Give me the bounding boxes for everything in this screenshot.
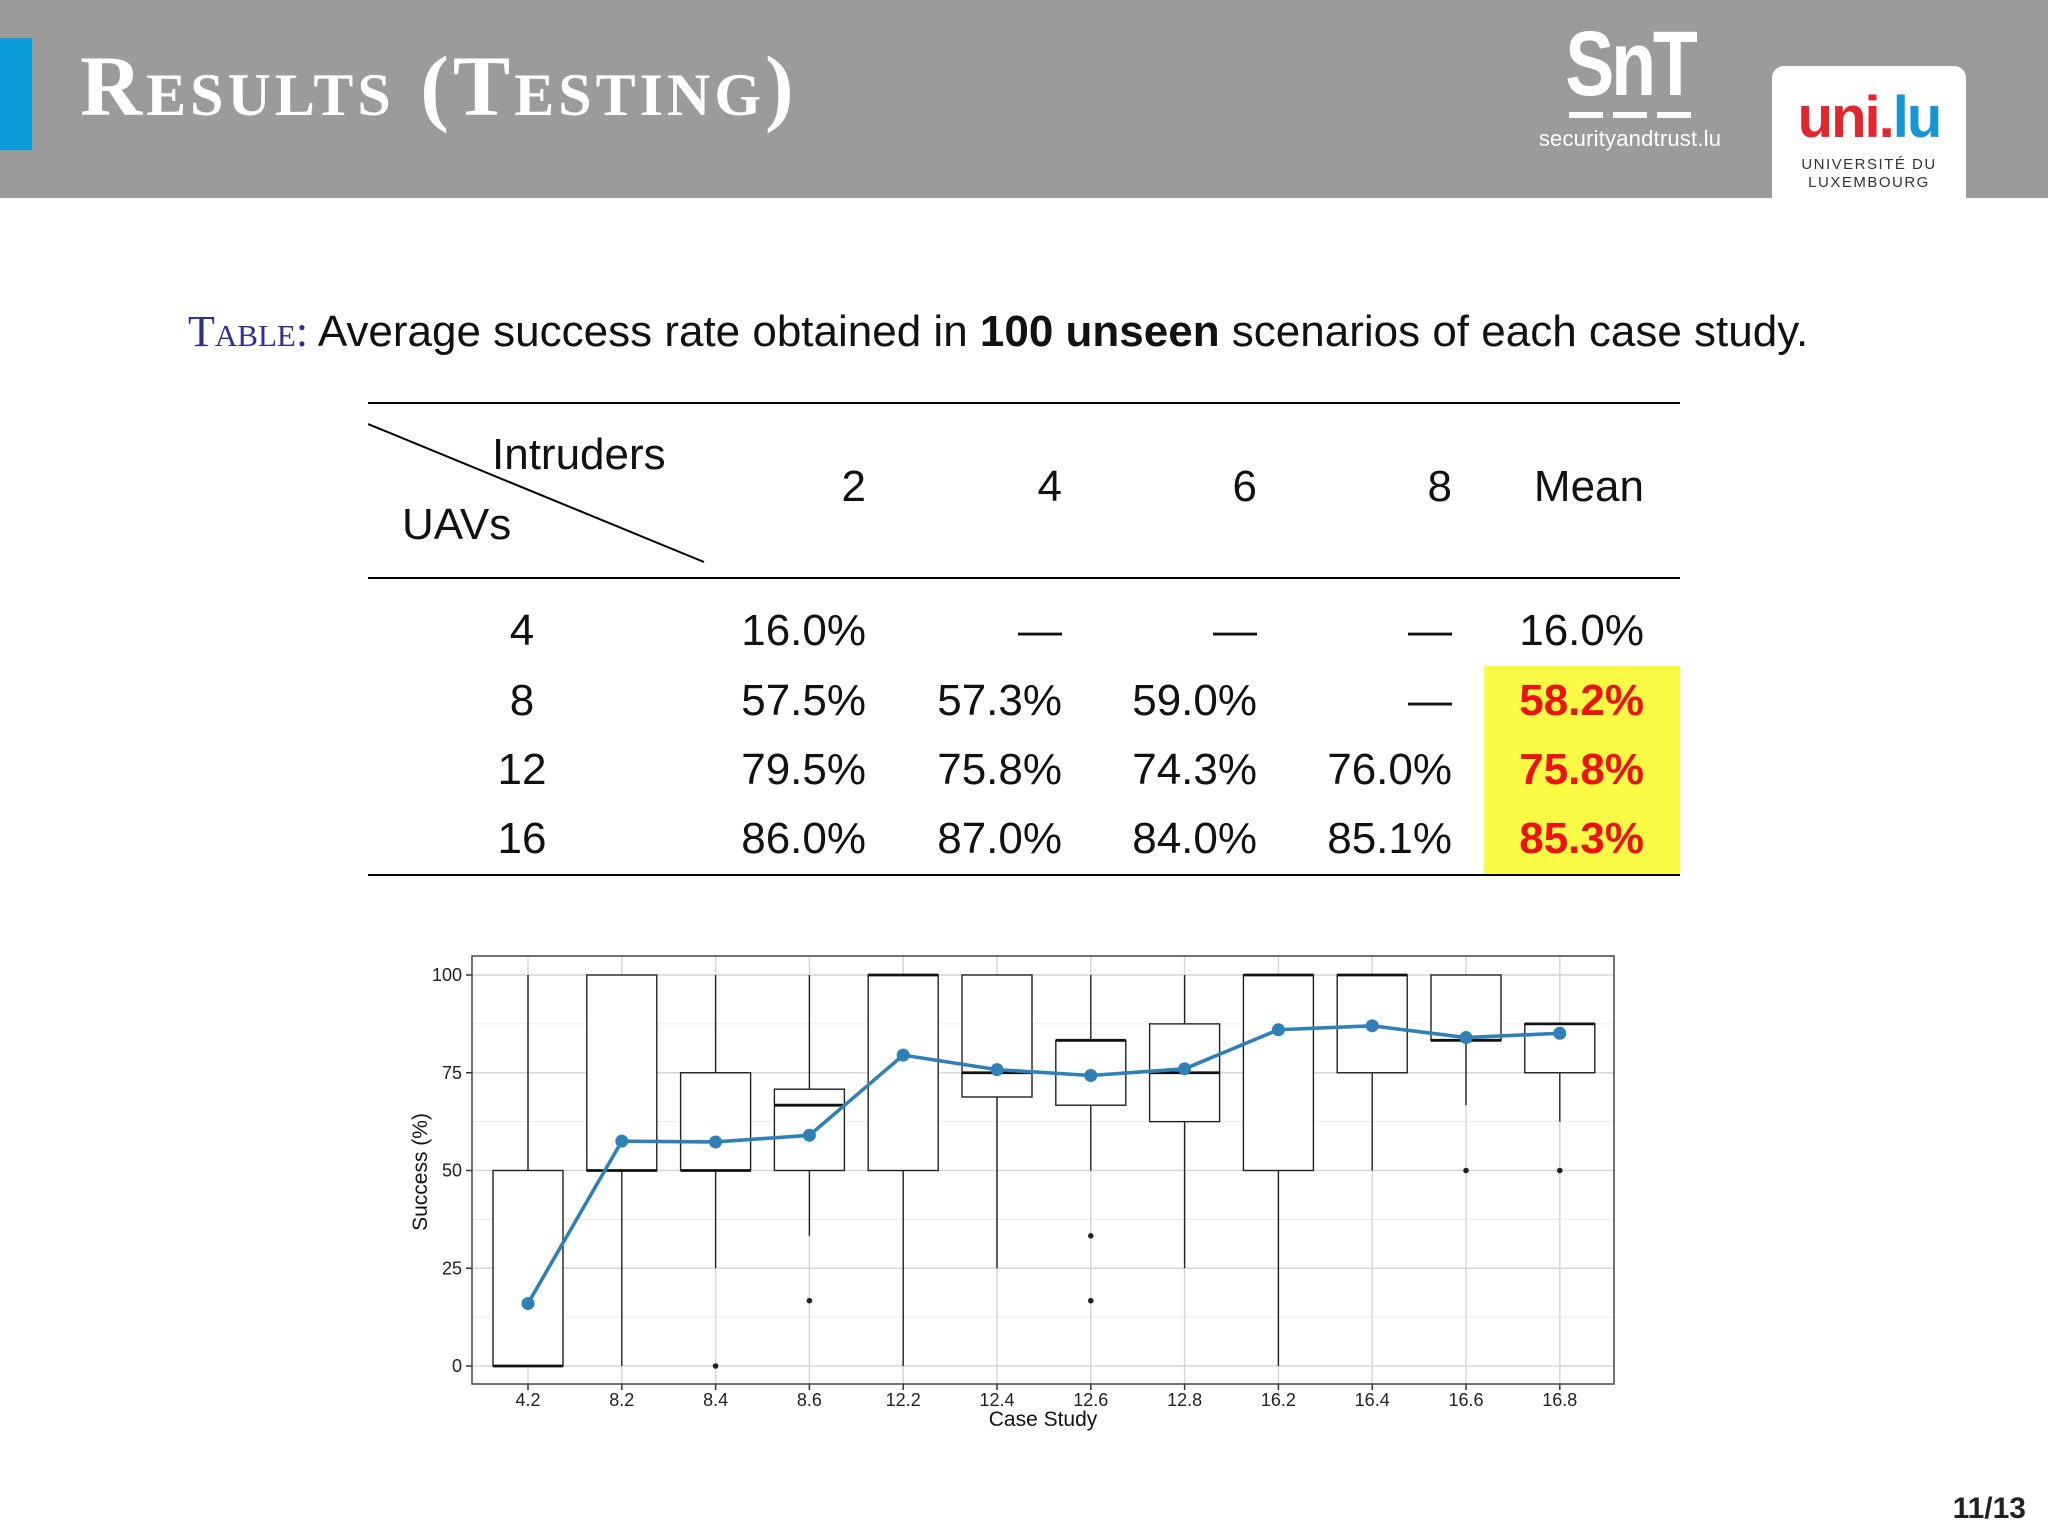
table-cell: 76.0% bbox=[1327, 745, 1452, 794]
x-tick-label: 16.2 bbox=[1261, 1390, 1296, 1410]
mean-series-point bbox=[1553, 1026, 1567, 1040]
top-rule bbox=[368, 402, 1680, 404]
mean-series-point bbox=[1271, 1023, 1285, 1037]
caption-bold: 100 unseen bbox=[979, 307, 1220, 356]
snt-logo-mark: SnT bbox=[1565, 13, 1698, 115]
corner-uavs: UAVs bbox=[402, 500, 512, 549]
box-outlier bbox=[1557, 1167, 1563, 1174]
mean-series-point bbox=[615, 1134, 629, 1148]
row-uavs: 12 bbox=[497, 745, 547, 794]
x-tick-label: 12.2 bbox=[886, 1390, 921, 1410]
box-outlier bbox=[1088, 1297, 1094, 1304]
uni-lu-logo-mark: uni.lu bbox=[1797, 85, 1943, 150]
mean-highlight bbox=[1484, 666, 1680, 874]
results-table: Intruders UAVs 2 4 6 8 Mean 4 16.0% — — —16.0% 8 5… bbox=[368, 402, 1680, 876]
y-tick-label: 0 bbox=[452, 1356, 462, 1376]
plot-frame bbox=[471, 955, 1615, 1385]
box-iqr bbox=[1430, 974, 1502, 1041]
row-uavs: 4 bbox=[509, 606, 535, 655]
x-axis-label: Case Study bbox=[989, 1408, 1098, 1431]
table-cell: 57.3% bbox=[937, 676, 1062, 725]
snt-logo-dashes bbox=[1530, 112, 1730, 118]
x-tick-label: 8.2 bbox=[609, 1390, 634, 1410]
box-outlier bbox=[806, 1297, 813, 1304]
x-tick-label: 12.8 bbox=[1167, 1390, 1202, 1410]
caption-text-a: Average success rate obtained in bbox=[308, 307, 980, 356]
table-cell: — bbox=[1408, 606, 1452, 655]
bottom-rule bbox=[368, 874, 1680, 876]
table-cell: 75.8% bbox=[937, 745, 1062, 794]
box-iqr bbox=[492, 1169, 564, 1367]
y-tick-label: 25 bbox=[442, 1258, 462, 1278]
x-tick-label: 12.4 bbox=[979, 1390, 1014, 1410]
box-outlier bbox=[1088, 1232, 1094, 1239]
slide-title: Results (Testing) bbox=[80, 38, 798, 134]
column-header: Mean bbox=[1533, 462, 1644, 511]
x-tick-label: 16.4 bbox=[1355, 1390, 1390, 1410]
table-cell: — bbox=[1213, 606, 1257, 655]
caption-text-b: scenarios of each case study. bbox=[1219, 307, 1809, 356]
column-header: 6 bbox=[1232, 462, 1257, 511]
mean-series-point bbox=[1459, 1031, 1473, 1045]
box-iqr bbox=[1242, 974, 1315, 1172]
mean-series-point bbox=[1084, 1068, 1098, 1082]
x-tick-label: 4.2 bbox=[515, 1390, 540, 1410]
table-cell: — bbox=[1408, 676, 1452, 725]
x-tick-label: 16.8 bbox=[1542, 1390, 1577, 1410]
table-cell: 57.5% bbox=[741, 676, 866, 725]
box-iqr bbox=[679, 1072, 752, 1172]
mean-series-point bbox=[802, 1128, 816, 1142]
caption-label: Table: bbox=[188, 307, 309, 356]
table-cell: 87.0% bbox=[937, 814, 1062, 863]
mid-rule bbox=[368, 577, 1680, 579]
x-tick-label: 8.6 bbox=[797, 1390, 822, 1410]
header-bar: Results (Testing) SnT securityandtrust.l… bbox=[0, 0, 2048, 198]
y-tick-label: 50 bbox=[442, 1161, 462, 1181]
mean-cell: 16.0% bbox=[1519, 606, 1644, 655]
mean-cell: 58.2% bbox=[1519, 676, 1644, 725]
mean-series-point bbox=[521, 1296, 535, 1310]
snt-logo: SnT securityandtrust.lu bbox=[1530, 13, 1730, 152]
table-cell: 74.3% bbox=[1132, 745, 1257, 794]
mean-series-point bbox=[709, 1135, 723, 1149]
y-axis-label: Success (%) bbox=[409, 1113, 432, 1231]
mean-series-point bbox=[990, 1063, 1004, 1077]
snt-url: securityandtrust.lu bbox=[1538, 126, 1722, 151]
y-tick-label: 100 bbox=[432, 965, 462, 985]
box-iqr bbox=[867, 974, 939, 1172]
table-cell: 79.5% bbox=[741, 745, 866, 794]
corner-diagonal bbox=[368, 423, 705, 563]
mean-series-line bbox=[526, 1024, 1560, 1305]
table-cell: 86.0% bbox=[741, 814, 866, 863]
box-outlier bbox=[712, 1363, 719, 1369]
accent-strip bbox=[0, 38, 32, 150]
box-iqr bbox=[961, 974, 1033, 1098]
university-name: UNIVERSITÉ DU LUXEMBOURG bbox=[1801, 156, 1937, 191]
mean-cell: 75.8% bbox=[1519, 745, 1644, 794]
mean-series-point bbox=[1365, 1019, 1379, 1033]
x-tick-label: 16.6 bbox=[1448, 1390, 1483, 1410]
x-tick-label: 8.4 bbox=[703, 1390, 728, 1410]
row-uavs: 8 bbox=[509, 676, 535, 725]
university-logo: uni.lu UNIVERSITÉ DU LUXEMBOURG bbox=[1772, 66, 1966, 198]
table-cell: — bbox=[1018, 606, 1062, 655]
box-outlier bbox=[1463, 1167, 1469, 1174]
table-cell: 16.0% bbox=[741, 606, 866, 655]
table-caption: Table: Average success rate obtained in … bbox=[188, 306, 1808, 357]
mean-series-point bbox=[896, 1048, 910, 1062]
corner-intruders: Intruders bbox=[492, 430, 666, 479]
table-cell: 85.1% bbox=[1327, 814, 1452, 863]
column-header: 2 bbox=[841, 462, 866, 511]
x-tick-label: 12.6 bbox=[1073, 1390, 1108, 1410]
table-cell: 59.0% bbox=[1132, 676, 1257, 725]
column-header: 4 bbox=[1037, 462, 1062, 511]
column-header: 8 bbox=[1427, 462, 1452, 511]
table-cell: 84.0% bbox=[1132, 814, 1257, 863]
mean-cell: 85.3% bbox=[1519, 814, 1644, 863]
row-uavs: 16 bbox=[497, 814, 547, 863]
page-number: 11/13 bbox=[1952, 1492, 2026, 1525]
mean-series-point bbox=[1178, 1062, 1192, 1076]
y-tick-label: 75 bbox=[442, 1063, 462, 1083]
